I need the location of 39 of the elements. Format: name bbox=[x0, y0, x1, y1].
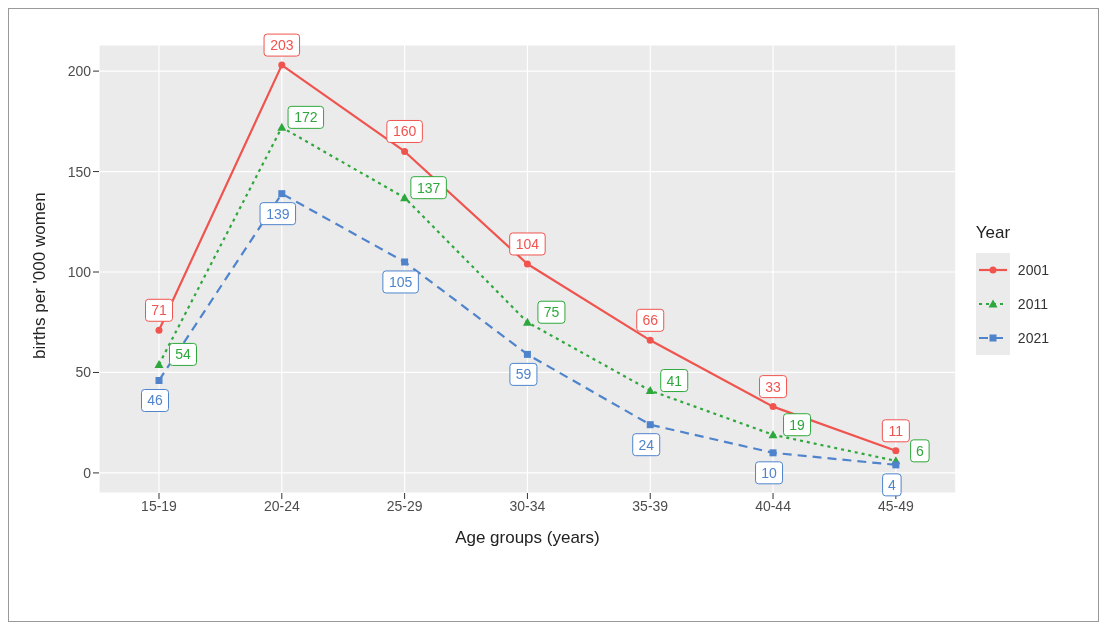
data-label: 71 bbox=[151, 302, 167, 319]
y-tick-label: 100 bbox=[67, 263, 92, 280]
y-axis-title: births per '000 women bbox=[30, 192, 50, 359]
legend-title: Year bbox=[975, 223, 1012, 243]
data-label: 46 bbox=[147, 392, 163, 409]
data-label: 24 bbox=[638, 436, 655, 453]
legend-label: 2001 bbox=[1017, 262, 1049, 278]
x-tick-label: 20-24 bbox=[263, 497, 300, 514]
y-tick-label: 150 bbox=[67, 163, 92, 180]
data-label: 4 bbox=[887, 476, 896, 493]
x-tick-label: 30-34 bbox=[509, 497, 546, 514]
data-label: 10 bbox=[761, 464, 778, 481]
data-label: 139 bbox=[266, 205, 290, 222]
data-label: 59 bbox=[515, 366, 532, 383]
data-label: 66 bbox=[642, 312, 659, 329]
legend-label: 2021 bbox=[1017, 330, 1049, 346]
x-axis-title: Age groups (years) bbox=[455, 528, 600, 547]
data-label: 54 bbox=[175, 346, 191, 363]
legend-label: 2011 bbox=[1017, 296, 1048, 312]
y-tick-label: 200 bbox=[67, 63, 92, 80]
data-label: 75 bbox=[543, 304, 560, 321]
x-tick-label: 40-44 bbox=[755, 497, 792, 514]
data-label: 19 bbox=[789, 416, 806, 433]
data-label: 172 bbox=[294, 109, 318, 126]
data-label: 11 bbox=[888, 422, 904, 439]
data-label: 6 bbox=[915, 442, 924, 459]
data-label: 104 bbox=[515, 235, 540, 252]
x-tick-label: 15-19 bbox=[141, 497, 178, 514]
data-label: 41 bbox=[666, 372, 683, 389]
data-label: 137 bbox=[416, 179, 441, 196]
x-tick-label: 45-49 bbox=[877, 497, 914, 514]
data-label: 160 bbox=[392, 123, 417, 140]
y-tick-label: 0 bbox=[83, 464, 92, 481]
x-tick-label: 25-29 bbox=[386, 497, 423, 514]
x-tick-label: 35-39 bbox=[632, 497, 669, 514]
data-label: 203 bbox=[270, 37, 294, 54]
y-tick-label: 50 bbox=[75, 364, 92, 381]
data-label: 105 bbox=[388, 273, 413, 290]
data-label: 33 bbox=[765, 378, 782, 395]
